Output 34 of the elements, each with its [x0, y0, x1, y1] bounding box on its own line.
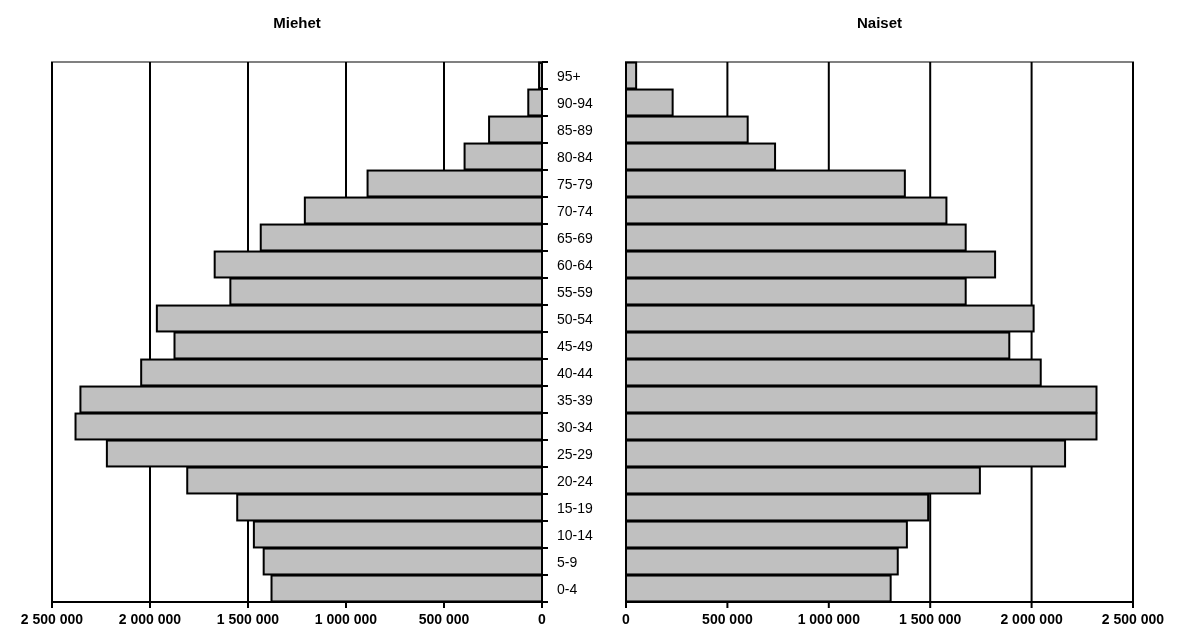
y-tick-label: 85-89 [557, 121, 594, 138]
y-tick-label: 70-74 [557, 202, 594, 219]
y-tick-label: 20-24 [557, 472, 594, 489]
x-tick-label: 2 000 000 [118, 611, 182, 627]
y-tick-label: 50-54 [557, 310, 594, 327]
y-tick-label: 90-94 [557, 94, 594, 111]
x-tick-label: 500 000 [702, 611, 753, 627]
chart-title: Miehet [273, 14, 321, 31]
x-tick-label: 500 000 [418, 611, 470, 627]
x-tick-label: 2 500 000 [1101, 611, 1165, 627]
x-tick-label: 1 000 000 [314, 611, 378, 627]
y-tick-label: 60-64 [557, 256, 594, 273]
chart-title: Naiset [856, 14, 903, 31]
y-tick-label: 45-49 [557, 337, 594, 354]
x-tick-label: 1 000 000 [797, 611, 861, 627]
y-tick-label: 30-34 [557, 418, 594, 435]
x-tick-label: 0 [538, 611, 547, 627]
y-tick-label: 10-14 [557, 526, 594, 543]
y-tick-label: 0-4 [557, 580, 578, 597]
y-tick-label: 95+ [557, 67, 581, 84]
x-tick-label: 1 500 000 [216, 611, 280, 627]
x-tick-label: 1 500 000 [899, 611, 962, 627]
y-tick-label: 40-44 [557, 364, 594, 381]
y-tick-label: 75-79 [557, 175, 594, 192]
y-tick-label: 65-69 [557, 229, 594, 246]
y-tick-label: 80-84 [557, 148, 594, 165]
y-tick-label: 35-39 [557, 391, 594, 408]
y-tick-label: 55-59 [557, 283, 594, 300]
y-tick-label: 15-19 [557, 499, 594, 516]
y-tick-label: 5-9 [557, 553, 578, 570]
x-tick-label: 2 000 000 [1000, 611, 1063, 627]
x-tick-label: 2 500 000 [20, 611, 84, 627]
x-tick-label: 0 [622, 611, 631, 627]
y-tick-label: 25-29 [557, 445, 594, 462]
